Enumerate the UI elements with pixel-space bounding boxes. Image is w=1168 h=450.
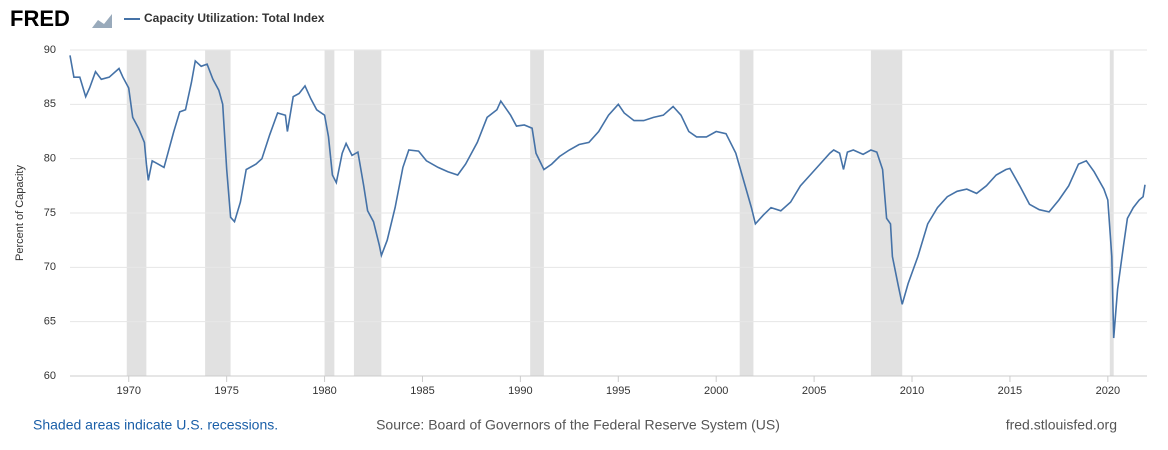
x-tick-label: 2005 (802, 385, 826, 397)
x-tick-label: 1980 (312, 385, 336, 397)
y-tick-label: 60 (44, 370, 56, 382)
x-tick-label: 1975 (214, 385, 238, 397)
x-tick-label: 1985 (410, 385, 434, 397)
logo[interactable]: FRED (10, 6, 70, 31)
y-tick-label: 70 (44, 261, 56, 273)
footer-recessions[interactable]: Shaded areas indicate U.S. recessions. (33, 417, 278, 433)
x-tick-label: 1995 (606, 385, 630, 397)
y-tick-label: 85 (44, 98, 56, 110)
y-tick-label: 75 (44, 207, 56, 219)
x-tick-label: 2020 (1096, 385, 1120, 397)
footer-url: fred.stlouisfed.org (1006, 417, 1117, 433)
logo-icon (92, 14, 112, 28)
x-tick-label: 2015 (998, 385, 1022, 397)
y-tick-label: 65 (44, 316, 56, 328)
y-tick-label: 90 (44, 44, 56, 56)
footer-source: Source: Board of Governors of the Federa… (376, 417, 780, 433)
x-tick-label: 1970 (117, 385, 141, 397)
x-tick-label: 1990 (508, 385, 532, 397)
y-tick-label: 80 (44, 153, 56, 165)
legend-label[interactable]: Capacity Utilization: Total Index (144, 11, 325, 25)
x-tick-label: 2010 (900, 385, 924, 397)
y-axis-label: Percent of Capacity (14, 165, 26, 261)
x-tick-label: 2000 (704, 385, 728, 397)
plot-area: 60 65 70 75 80 85 90 1970 1975 1980 1985 1990 1995 20… (44, 44, 1147, 397)
data-line (69, 55, 1146, 339)
